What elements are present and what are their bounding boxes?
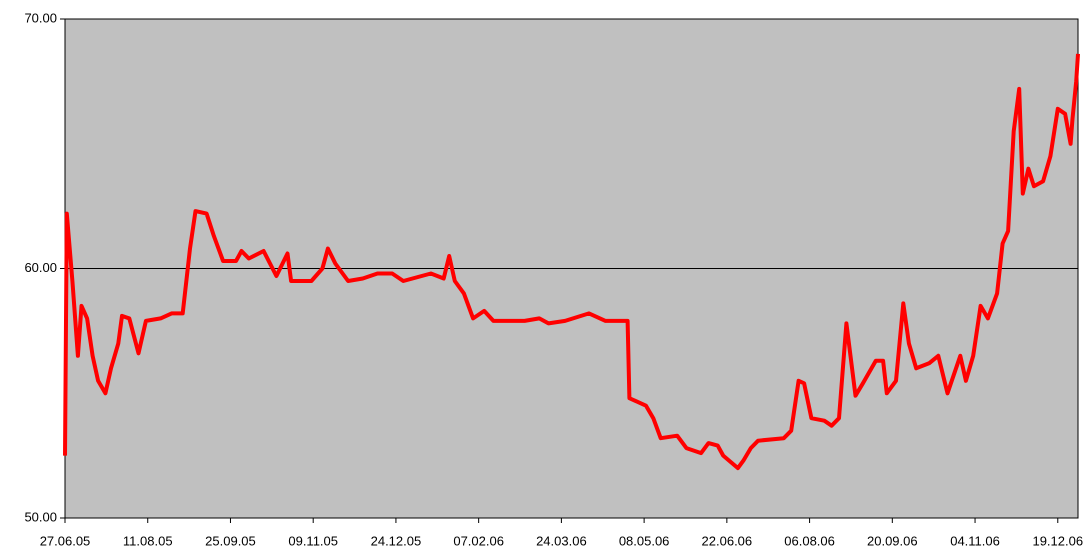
y-tick-label: 60.00 xyxy=(24,260,57,275)
x-tick-label: 09.11.05 xyxy=(288,533,338,548)
y-tick-label: 70.00 xyxy=(24,10,57,25)
x-tick-label: 06.08.06 xyxy=(784,533,835,548)
x-tick-label: 19.12.06 xyxy=(1032,533,1083,548)
y-tick-label: 50.00 xyxy=(24,509,57,524)
data-line xyxy=(63,53,1080,471)
x-tick-label: 08.05.06 xyxy=(619,533,670,548)
x-tick-label: 24.03.06 xyxy=(536,533,587,548)
x-tick-label: 11.08.05 xyxy=(123,533,173,548)
x-tick-label: 04.11.06 xyxy=(950,533,1000,548)
x-tick-label: 25.09.05 xyxy=(205,533,256,548)
x-tick-label: 24.12.05 xyxy=(371,533,422,548)
x-tick-label: 27.06.05 xyxy=(40,533,91,548)
x-tick-label: 22.06.06 xyxy=(702,533,753,548)
x-tick-label: 20.09.06 xyxy=(867,533,918,548)
x-tick-label: 07.02.06 xyxy=(453,533,504,548)
